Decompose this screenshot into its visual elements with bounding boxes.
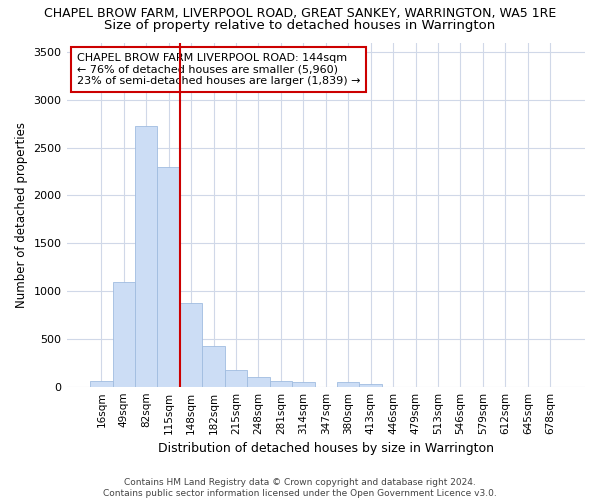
Bar — [337, 382, 359, 386]
Y-axis label: Number of detached properties: Number of detached properties — [15, 122, 28, 308]
Bar — [157, 167, 180, 386]
Bar — [202, 346, 225, 387]
Bar — [135, 126, 157, 386]
X-axis label: Distribution of detached houses by size in Warrington: Distribution of detached houses by size … — [158, 442, 494, 455]
Bar — [180, 302, 202, 386]
Bar — [247, 377, 269, 386]
Bar — [90, 382, 113, 386]
Text: Contains HM Land Registry data © Crown copyright and database right 2024.
Contai: Contains HM Land Registry data © Crown c… — [103, 478, 497, 498]
Text: CHAPEL BROW FARM, LIVERPOOL ROAD, GREAT SANKEY, WARRINGTON, WA5 1RE: CHAPEL BROW FARM, LIVERPOOL ROAD, GREAT … — [44, 8, 556, 20]
Text: CHAPEL BROW FARM LIVERPOOL ROAD: 144sqm
← 76% of detached houses are smaller (5,: CHAPEL BROW FARM LIVERPOOL ROAD: 144sqm … — [77, 53, 361, 86]
Bar — [359, 384, 382, 386]
Bar — [113, 282, 135, 387]
Bar — [292, 382, 314, 386]
Bar — [269, 381, 292, 386]
Bar — [225, 370, 247, 386]
Text: Size of property relative to detached houses in Warrington: Size of property relative to detached ho… — [104, 18, 496, 32]
